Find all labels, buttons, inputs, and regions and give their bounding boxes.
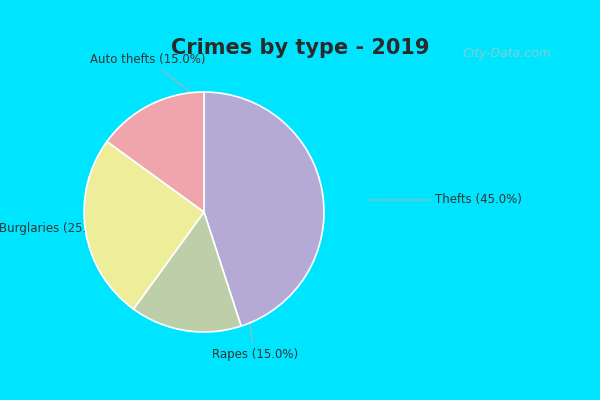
Wedge shape [204, 92, 324, 326]
Text: Burglaries (25.0%): Burglaries (25.0%) [0, 222, 145, 235]
Wedge shape [84, 142, 204, 309]
Text: Crimes by type - 2019: Crimes by type - 2019 [171, 38, 429, 58]
Text: Thefts (45.0%): Thefts (45.0%) [370, 194, 523, 206]
Wedge shape [107, 92, 204, 212]
Text: Auto thefts (15.0%): Auto thefts (15.0%) [90, 53, 206, 99]
Text: Rapes (15.0%): Rapes (15.0%) [212, 306, 298, 361]
Wedge shape [133, 212, 241, 332]
Text: City-Data.com: City-Data.com [462, 47, 551, 60]
